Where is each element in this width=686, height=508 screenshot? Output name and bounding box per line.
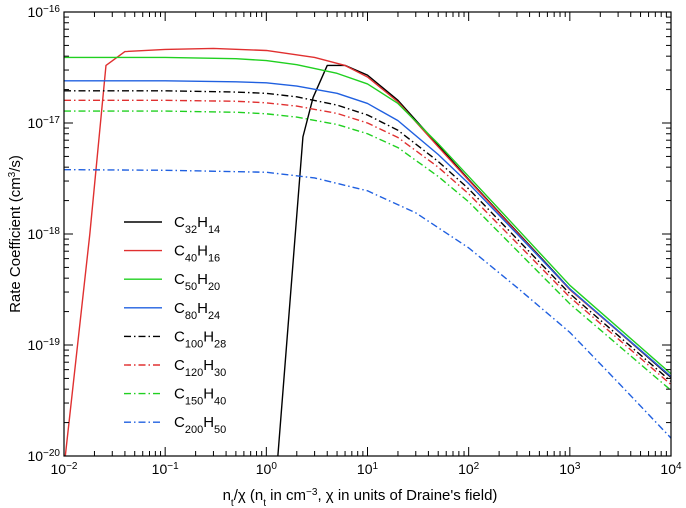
legend-label: C80H24 (174, 300, 220, 322)
legend-label: C100H28 (174, 328, 226, 350)
legend-label: C32H14 (174, 214, 220, 236)
y-tick-label: 10−17 (27, 115, 60, 132)
series-line-3 (64, 80, 671, 378)
legend-label: C40H16 (174, 243, 220, 265)
plot-frame (63, 11, 672, 457)
y-axis-label: Rate Coefficient (cm3/s) (7, 155, 25, 313)
x-tick-label: 102 (458, 461, 480, 478)
legend-label: C50H20 (174, 271, 220, 293)
x-tick-label: 10−1 (152, 461, 179, 478)
x-tick-label: 100 (256, 461, 278, 478)
y-tick-label: 10−19 (27, 337, 60, 354)
series-layer (64, 47, 671, 456)
y-tick-label: 10−20 (27, 448, 60, 465)
legend: C32H14 C40H16 C50H20 C80H24 C100H28 C120H30 C1… (124, 214, 226, 436)
series-line-0 (277, 64, 671, 456)
ticks-layer: 10−2 10−1 100 101 102 103 104 10−20 10−19 10−18 10… (27, 4, 682, 478)
legend-label: C200H50 (174, 414, 226, 436)
legend-label: C150H40 (174, 386, 226, 408)
series-line-2 (64, 56, 671, 375)
x-tick-label: 101 (357, 461, 379, 478)
series-line-7 (64, 168, 671, 439)
x-axis-label: nt/χ (nt in cm−3, χ in units of Draine's… (223, 487, 498, 508)
legend-label: C120H30 (174, 357, 226, 379)
series-line-5 (64, 99, 671, 386)
x-tick-label: 10−2 (51, 461, 78, 478)
x-tick-label: 104 (660, 461, 682, 478)
series-line-1 (64, 47, 671, 456)
series-line-4 (64, 90, 671, 382)
x-tick-label: 103 (559, 461, 581, 478)
y-tick-label: 10−18 (27, 226, 60, 243)
series-line-6 (64, 110, 671, 391)
y-tick-label: 10−16 (27, 4, 60, 21)
